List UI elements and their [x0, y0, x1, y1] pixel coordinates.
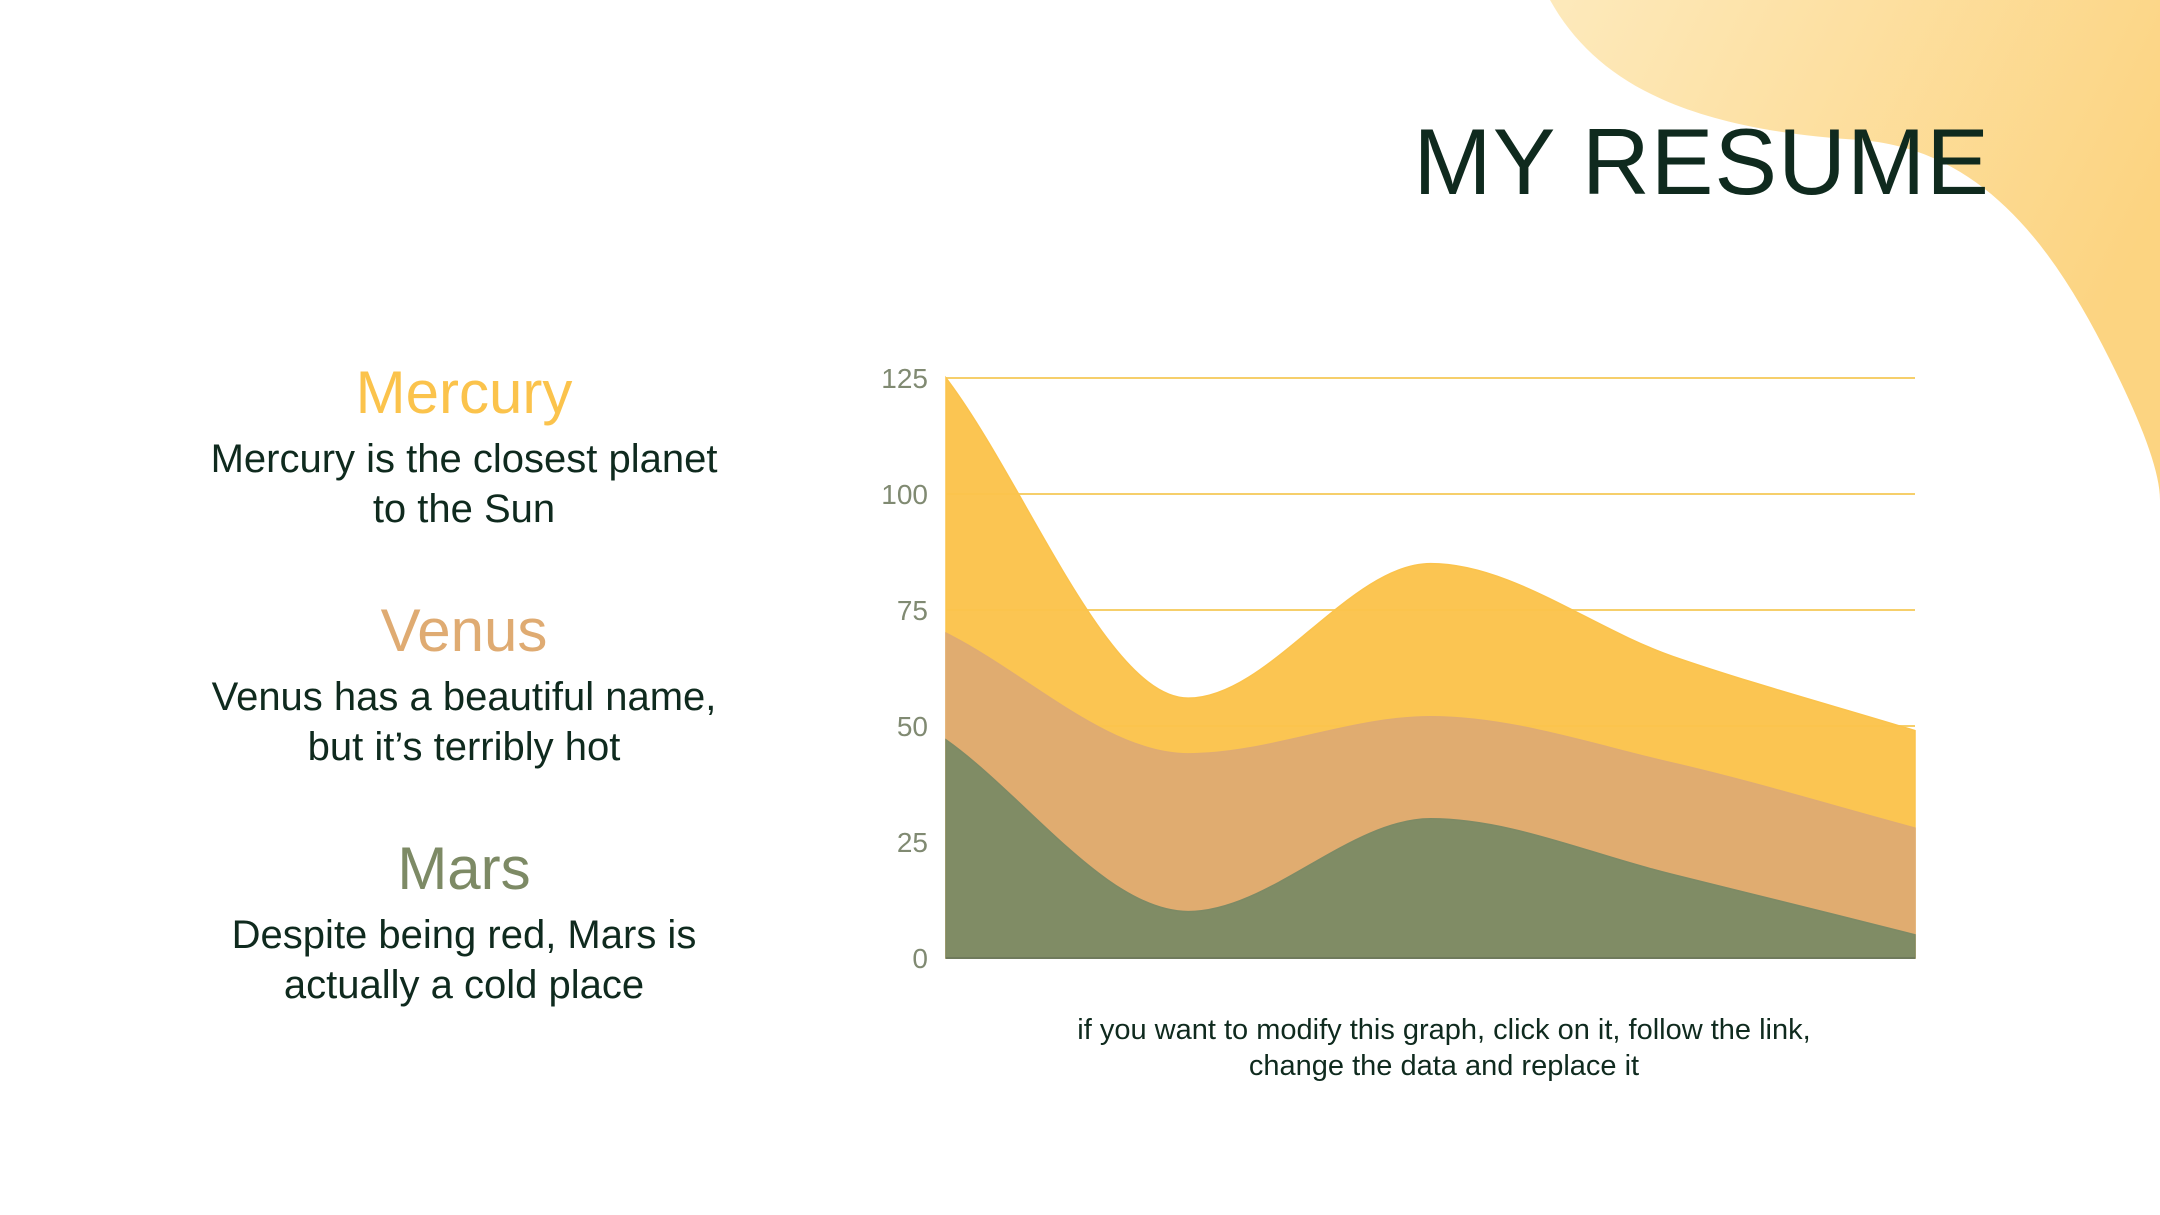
chart-note: if you want to modify this graph, click …	[1044, 1012, 1844, 1085]
y-tick-label-75: 75	[897, 595, 928, 626]
planet-mercury-description: Mercury is the closest planet to the Sun	[160, 434, 768, 535]
y-tick-label-50: 50	[897, 711, 928, 742]
planet-venus-description: Venus has a beautiful name, but it’s ter…	[160, 672, 768, 773]
area-chart[interactable]: 0 25 50 75 100 125	[860, 350, 1940, 990]
y-tick-label-25: 25	[897, 827, 928, 858]
y-tick-label-125: 125	[881, 363, 928, 394]
chart-note-line2: change the data and replace it	[1248, 1050, 1640, 1083]
y-tick-label-0: 0	[912, 943, 928, 974]
planet-mars: Mars Despite being red, Mars is actually…	[160, 836, 768, 1011]
chart-note-line1: if you want to modify this graph, click …	[1077, 1014, 1811, 1046]
planet-mercury: Mercury Mercury is the closest planet to…	[160, 360, 768, 535]
planet-venus-text-line1: Venus has a beautiful name,	[211, 675, 717, 719]
planet-mars-name: Mars	[397, 835, 531, 902]
planet-mars-description: Despite being red, Mars is actually a co…	[160, 910, 768, 1011]
planet-mars-text-line1: Despite being red, Mars is	[231, 913, 697, 957]
planet-venus: Venus Venus has a beautiful name, but it…	[160, 598, 768, 773]
planet-mercury-name: Mercury	[355, 359, 573, 426]
planet-mercury-text-line2: to the Sun	[372, 487, 556, 532]
planet-venus-name: Venus	[380, 597, 548, 664]
planet-mars-text-line2: actually a cold place	[283, 963, 645, 1008]
planet-mercury-text-line1: Mercury is the closest planet	[210, 437, 718, 481]
area-series-mars	[945, 738, 1916, 959]
planet-venus-text-line2: but it’s terribly hot	[307, 725, 621, 770]
page-title: MY RESUME	[1413, 109, 1990, 214]
y-tick-label-100: 100	[881, 479, 928, 510]
